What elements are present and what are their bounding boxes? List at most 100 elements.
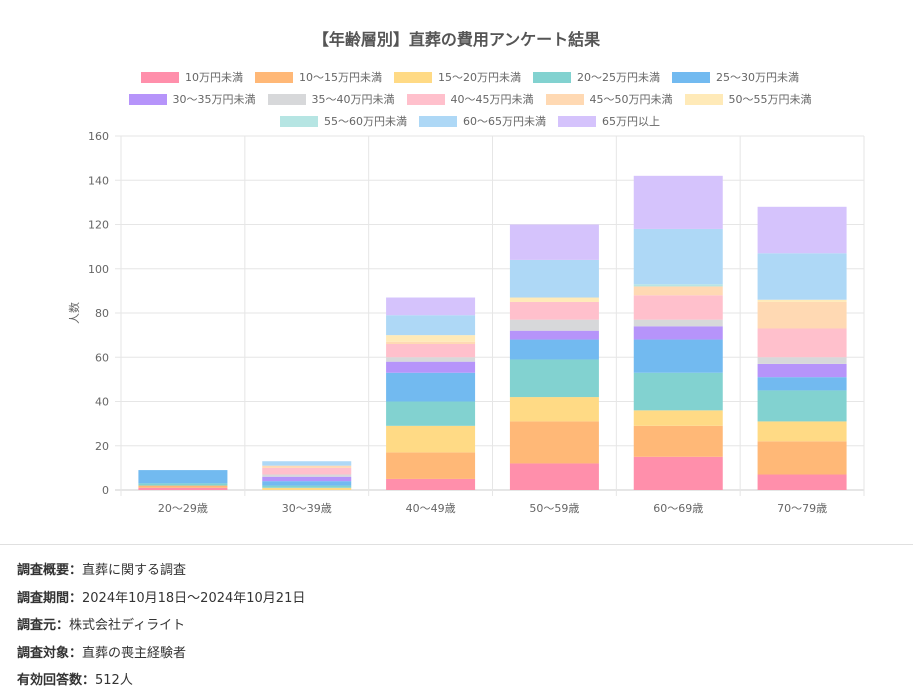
bar-segment	[386, 335, 476, 342]
legend-label: 40～45万円未満	[450, 93, 534, 106]
bar-segment	[386, 401, 476, 426]
bar-segment	[633, 372, 723, 411]
bar-segment	[757, 377, 847, 391]
bar-segment	[386, 343, 476, 358]
legend-item[interactable]: 45～50万円未満	[545, 91, 673, 107]
legend-label: 35～40万円未満	[311, 93, 395, 106]
legend-swatch	[280, 115, 318, 127]
legend-item[interactable]: 50～55万円未満	[684, 91, 812, 107]
legend-swatch	[394, 71, 432, 83]
stacked-bar-chart: 0 20 40 60 80 100 120 140 160 20～29歳 30～39歳 40～49歳 5…	[68, 130, 865, 515]
bar-segment	[509, 259, 599, 298]
bar-segment	[509, 297, 599, 302]
legend-item[interactable]: 10万円未満	[141, 69, 243, 85]
bar-segment	[509, 224, 599, 260]
survey-info: 調査概要：直葬に関する調査 調査期間：2024年10月18日～2024年10月2…	[17, 560, 305, 698]
legend-item[interactable]: 25～30万円未満	[672, 69, 799, 85]
bar-segment	[509, 301, 599, 320]
legend-label: 50～55万円未満	[728, 93, 812, 106]
x-tick-label: 40～49歳	[406, 502, 456, 515]
legend: 10万円未満 10～15万円未満 15～20万円未満 20～25万円未満 25～30万円…	[100, 66, 840, 132]
y-tick-label: 140	[88, 174, 109, 187]
bar-segment	[262, 476, 352, 482]
legend-item[interactable]: 15～20万円未満	[394, 69, 521, 85]
bar-segment	[757, 421, 847, 442]
legend-label: 30～35万円未満	[172, 93, 256, 106]
legend-swatch	[128, 93, 167, 105]
legend-label: 55～60万円未満	[324, 115, 407, 128]
info-row-responses: 有効回答数：512人	[17, 670, 305, 698]
legend-item[interactable]: 20～25万円未満	[533, 69, 660, 85]
legend-row: 30～35万円未満 35～40万円未満 40～45万円未満 45～50万円未満 50～5…	[100, 88, 840, 110]
bar-segment	[757, 299, 847, 302]
bar-segment	[757, 441, 847, 475]
x-tick-label: 60～69歳	[653, 502, 703, 515]
y-tick-label: 0	[102, 484, 109, 497]
bar-segment	[757, 474, 847, 490]
info-value: 直葬に関する調査	[82, 563, 187, 578]
bar-segment	[509, 339, 599, 360]
bar-segment	[757, 328, 847, 358]
legend-swatch	[419, 115, 457, 127]
legend-item[interactable]: 30～35万円未満	[128, 91, 256, 107]
bar-segment	[633, 284, 723, 287]
info-value: 2024年10月18日～2024年10月21日	[82, 590, 306, 606]
info-value: 株式会社ディライト	[69, 618, 186, 633]
bar-segment	[386, 341, 476, 344]
legend-label: 10万円未満	[185, 71, 243, 84]
bar-segment	[262, 461, 352, 466]
legend-item[interactable]: 40～45万円未満	[406, 91, 534, 107]
legend-label: 20～25万円未満	[577, 71, 660, 84]
bar-segment	[386, 372, 476, 402]
bar-segment	[262, 487, 352, 490]
bar-segment	[262, 485, 352, 488]
bar-segment	[509, 397, 599, 422]
bar-segment	[509, 319, 599, 331]
bar-segment	[757, 357, 847, 364]
bar-segment	[757, 206, 847, 254]
legend-item[interactable]: 55～60万円未満	[280, 113, 407, 129]
y-tick-label: 60	[95, 351, 109, 364]
bar-segment	[757, 363, 847, 378]
y-tick-label: 120	[88, 219, 109, 232]
info-label: 調査元：	[17, 618, 70, 633]
y-tick-label: 80	[95, 307, 109, 320]
legend-row: 55～60万円未満 60～65万円未満 65万円以上	[100, 110, 840, 132]
bar-segment	[262, 465, 352, 468]
info-value: 直葬の喪主経験者	[82, 645, 187, 661]
bar-segment	[138, 485, 228, 488]
info-row-overview: 調査概要：直葬に関する調査	[17, 560, 305, 588]
info-row-target: 調査対象：直葬の喪主経験者	[17, 643, 305, 671]
bar-segment	[386, 357, 476, 362]
bar-segment	[633, 456, 723, 490]
bar-segment	[262, 467, 352, 475]
x-tick-label: 20～29歳	[158, 502, 208, 515]
bar-segment	[386, 425, 476, 453]
info-label: 調査概要：	[17, 563, 83, 578]
info-label: 調査期間：	[17, 590, 83, 606]
legend-item[interactable]: 10～15万円未満	[255, 69, 382, 85]
bar-segment	[509, 330, 599, 340]
x-tick-label: 30～39歳	[282, 502, 332, 515]
bar-segment	[386, 361, 476, 373]
bar-segment	[386, 315, 476, 336]
legend-item[interactable]: 35～40万円未満	[267, 91, 395, 107]
bar-segment	[262, 474, 352, 477]
bar-segment	[633, 326, 723, 340]
bar-segment	[509, 463, 599, 490]
y-tick-label: 20	[95, 440, 109, 453]
bar-segment	[633, 425, 723, 457]
bar-segment	[262, 481, 352, 486]
bar-segment	[386, 297, 476, 316]
info-row-source: 調査元：株式会社ディライト	[17, 615, 305, 643]
info-label: 有効回答数：	[17, 673, 96, 688]
divider	[0, 544, 913, 545]
bar-segment	[633, 286, 723, 296]
bar-segment	[633, 228, 723, 285]
bar-segment	[138, 487, 228, 490]
legend-item[interactable]: 65万円以上	[558, 113, 660, 129]
bar-segment	[757, 390, 847, 422]
info-label: 調査対象：	[17, 645, 83, 661]
legend-item[interactable]: 60～65万円未満	[419, 113, 546, 129]
legend-swatch	[672, 71, 710, 83]
